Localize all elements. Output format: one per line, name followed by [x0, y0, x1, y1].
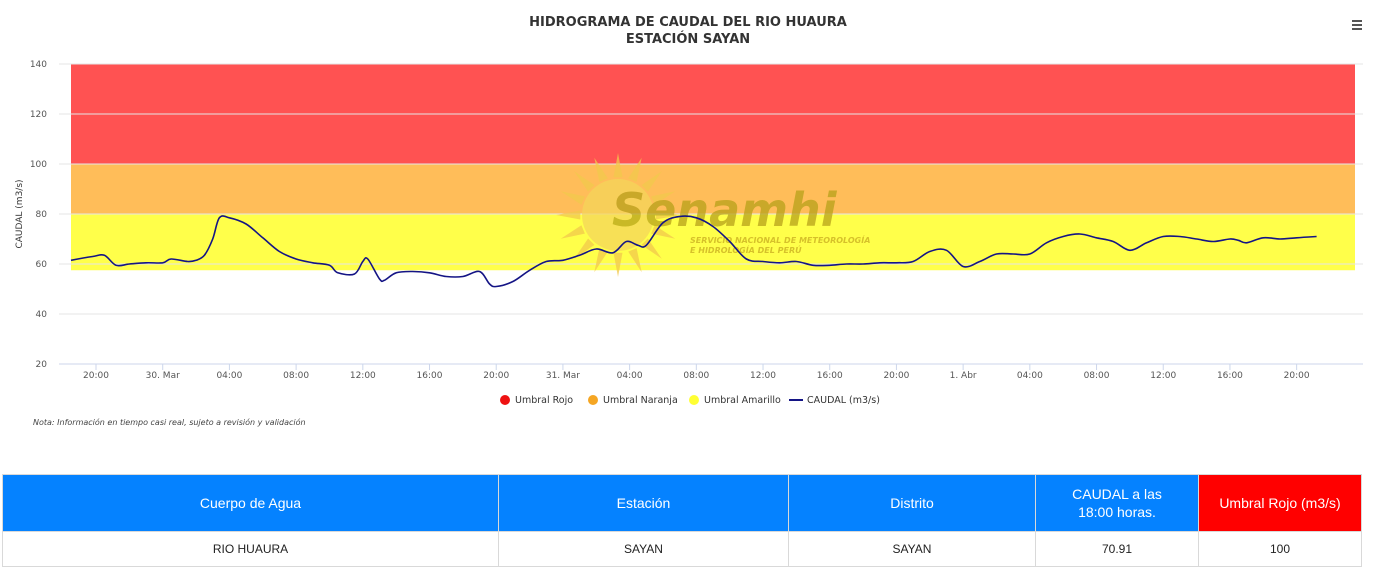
x-tick-label: 12:00 — [750, 371, 776, 381]
header-caudal-line1: CAUDAL a las — [1072, 486, 1162, 502]
cell-distrito: SAYAN — [788, 531, 1036, 567]
x-tick-label: 08:00 — [283, 371, 309, 381]
sun-ray — [594, 157, 608, 182]
sun-core — [582, 179, 654, 251]
legend-label: CAUDAL (m3/s) — [807, 395, 880, 406]
legend-label: Umbral Rojo — [515, 395, 573, 406]
sun-ray — [641, 171, 662, 192]
table-header-row: Cuerpo de Agua Estación Distrito CAUDAL … — [2, 474, 1362, 532]
x-axis-ticks: 20:00 30. Mar 04:00 08:00 12:00 16:00 20:00 31.… — [83, 364, 1310, 381]
chart-subtitle: ESTACIÓN SAYAN — [626, 31, 750, 47]
y-tick-label: 20 — [36, 360, 48, 370]
x-tick-label: 08:00 — [1084, 371, 1110, 381]
sun-ray — [628, 157, 642, 182]
x-tick-label: 1. Abr — [950, 371, 977, 381]
legend-marker — [500, 395, 510, 405]
legend-item[interactable]: Umbral Rojo — [500, 395, 573, 406]
hydrograph-chart: HIDROGRAMA DE CAUDAL DEL RIO HUAURA ESTA… — [15, 14, 1368, 427]
legend-marker — [689, 395, 699, 405]
x-tick-label: 04:00 — [1017, 371, 1043, 381]
x-tick-label: 12:00 — [350, 371, 376, 381]
x-tick-label: 30. Mar — [146, 371, 180, 381]
sun-ray — [556, 210, 581, 220]
series-layer — [70, 215, 1317, 288]
legend-label: Umbral Amarillo — [704, 395, 781, 406]
sun-ray — [574, 238, 595, 259]
band-umbral-naranja — [71, 164, 1355, 214]
x-tick-label: 16:00 — [817, 371, 843, 381]
series-line-caudal — [70, 215, 1317, 288]
senamhi-watermark: Senamhi SERVICIO NACIONAL DE METEOROLOGÍ… — [556, 153, 870, 277]
legend-item[interactable]: Umbral Naranja — [588, 395, 678, 406]
sun-ray — [628, 248, 642, 273]
hamburger-menu-button[interactable] — [1346, 14, 1368, 36]
sun-ray — [560, 225, 585, 239]
cell-caudal: 70.91 — [1035, 531, 1199, 567]
x-tick-label: 16:00 — [1217, 371, 1243, 381]
x-tick-label: 20:00 — [483, 371, 509, 381]
sun-ray — [560, 191, 585, 205]
sun-ray — [574, 171, 595, 192]
cell-umbral-rojo: 100 — [1198, 531, 1362, 567]
chart-canvas: HIDROGRAMA DE CAUDAL DEL RIO HUAURA ESTA… — [15, 15, 1363, 427]
legend-marker — [588, 395, 598, 405]
cell-estacion: SAYAN — [498, 531, 789, 567]
legend-label: Umbral Naranja — [603, 395, 678, 406]
chart-title: HIDROGRAMA DE CAUDAL DEL RIO HUAURA — [529, 15, 847, 30]
table-row: RIO HUAURA SAYAN SAYAN 70.91 100 — [2, 531, 1362, 567]
legend: Umbral Rojo Umbral Naranja Umbral Amarillo… — [500, 395, 880, 406]
band-umbral-amarillo — [71, 214, 1355, 271]
x-tick-label: 08:00 — [683, 371, 709, 381]
x-tick-label: 31. Mar — [546, 371, 580, 381]
x-tick-label: 04:00 — [216, 371, 242, 381]
x-tick-label: 16:00 — [417, 371, 443, 381]
header-umbral-rojo: Umbral Rojo (m3/s) — [1198, 474, 1362, 532]
x-tick-label: 12:00 — [1150, 371, 1176, 381]
sun-ray — [613, 252, 623, 277]
x-tick-label: 04:00 — [617, 371, 643, 381]
header-caudal-line2: 18:00 horas. — [1078, 504, 1156, 520]
header-estacion: Estación — [498, 474, 789, 532]
watermark-line1: SERVICIO NACIONAL DE METEOROLOGÍA — [690, 234, 870, 245]
sun-ray — [651, 191, 676, 205]
sun-ray — [641, 238, 662, 259]
y-axis-ticks: 20 40 60 80 100 120 140 — [30, 60, 47, 370]
header-caudal: CAUDAL a las 18:00 horas. — [1035, 474, 1199, 532]
legend-item[interactable]: Umbral Amarillo — [689, 395, 781, 406]
sun-ray — [594, 248, 608, 273]
note-text: Nota: Información en tiempo casi real, s… — [33, 417, 306, 427]
y-tick-label: 100 — [30, 160, 47, 170]
y-tick-label: 40 — [36, 310, 48, 320]
header-distrito: Distrito — [788, 474, 1036, 532]
y-axis-title: CAUDAL (m3/s) — [15, 179, 25, 248]
y-tick-label: 80 — [36, 210, 48, 220]
x-tick-label: 20:00 — [83, 371, 109, 381]
watermark-line2: E HIDROLOGÍA DEL PERÚ — [690, 244, 802, 255]
sun-ray — [655, 210, 680, 220]
x-tick-label: 20:00 — [1284, 371, 1310, 381]
header-cuerpo-de-agua: Cuerpo de Agua — [2, 474, 499, 532]
summary-table: Cuerpo de Agua Estación Distrito CAUDAL … — [2, 474, 1362, 567]
grid-lines — [59, 63, 1363, 365]
watermark-brand: Senamhi — [612, 183, 838, 237]
sun-ray — [613, 153, 623, 178]
legend-item[interactable]: CAUDAL (m3/s) — [789, 395, 880, 406]
x-tick-label: 20:00 — [883, 371, 909, 381]
cell-cuerpo-de-agua: RIO HUAURA — [2, 531, 499, 567]
y-tick-label: 120 — [30, 110, 47, 120]
y-tick-label: 60 — [36, 260, 48, 270]
hamburger-menu-icon — [1346, 14, 1368, 30]
y-tick-label: 140 — [30, 60, 47, 70]
